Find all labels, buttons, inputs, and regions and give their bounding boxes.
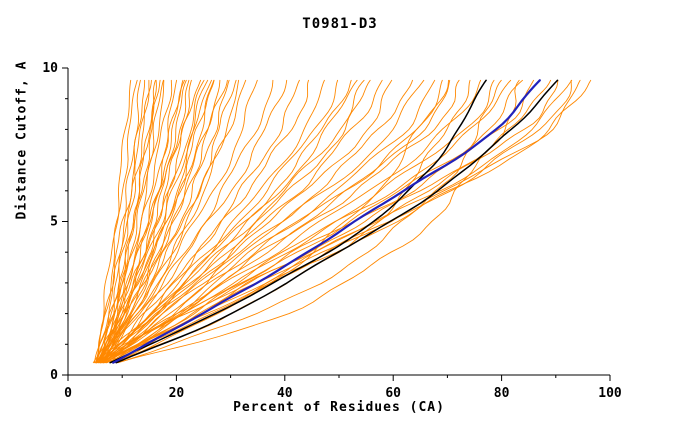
highlight-black-curve xyxy=(109,79,487,364)
x-tick-label: 60 xyxy=(385,386,401,401)
predictions-curve xyxy=(96,79,512,364)
curves-layer xyxy=(92,79,592,364)
predictions-curve xyxy=(95,79,449,364)
predictions-curve xyxy=(92,79,184,364)
predictions-curve xyxy=(100,79,240,364)
predictions-curve xyxy=(106,79,559,364)
predictions-curve xyxy=(99,79,221,364)
predictions-curve xyxy=(100,79,393,364)
predictions-curve xyxy=(100,79,460,364)
predictions-curve xyxy=(100,79,592,364)
predictions-curve xyxy=(116,79,520,364)
predictions-curve xyxy=(102,79,425,364)
predictions-curve xyxy=(97,79,146,364)
predictions-curve xyxy=(115,79,443,364)
predictions-curve xyxy=(96,79,237,364)
predictions-curve xyxy=(105,79,371,364)
predictions-curve xyxy=(102,79,215,364)
predictions-curve xyxy=(102,79,309,364)
x-tick-label: 40 xyxy=(277,386,293,401)
predictions-curve xyxy=(102,79,383,364)
predictions-curve xyxy=(96,79,190,364)
y-tick-label: 5 xyxy=(50,215,58,230)
predictions-curve xyxy=(109,79,358,364)
predictions-curve xyxy=(113,79,471,364)
predictions-curve xyxy=(117,79,502,364)
predictions-curve xyxy=(100,79,288,364)
x-axis-title: Percent of Residues (CA) xyxy=(233,400,445,415)
highlight-blue-curve xyxy=(112,79,541,364)
predictions-curve xyxy=(95,79,152,364)
predictions-curve xyxy=(96,79,209,364)
axes-layer xyxy=(62,67,611,381)
y-tick-label: 0 xyxy=(50,368,58,383)
predictions-curve xyxy=(98,79,186,364)
predictions-curve xyxy=(100,79,202,364)
predictions-curve xyxy=(97,79,365,364)
predictions-curve xyxy=(100,79,164,364)
predictions-curve xyxy=(95,79,138,364)
chart-title: T0981-D3 xyxy=(302,16,378,32)
highlight-black-curve xyxy=(115,79,559,364)
predictions-curve xyxy=(98,79,215,364)
predictions-curve xyxy=(94,79,150,364)
predictions-curve xyxy=(98,79,352,364)
predictions-curve xyxy=(103,79,436,364)
predictions-curve xyxy=(99,79,173,364)
y-tick-label: 10 xyxy=(42,61,58,76)
predictions-curve xyxy=(98,79,258,364)
x-tick-label: 100 xyxy=(598,386,622,401)
predictions-curve xyxy=(98,79,156,364)
predictions-curve xyxy=(102,79,230,364)
x-tick-label: 80 xyxy=(494,386,510,401)
x-tick-label: 0 xyxy=(64,386,72,401)
predictions-curve xyxy=(104,79,573,364)
predictions-curve xyxy=(103,79,482,364)
x-tick-label: 20 xyxy=(169,386,185,401)
